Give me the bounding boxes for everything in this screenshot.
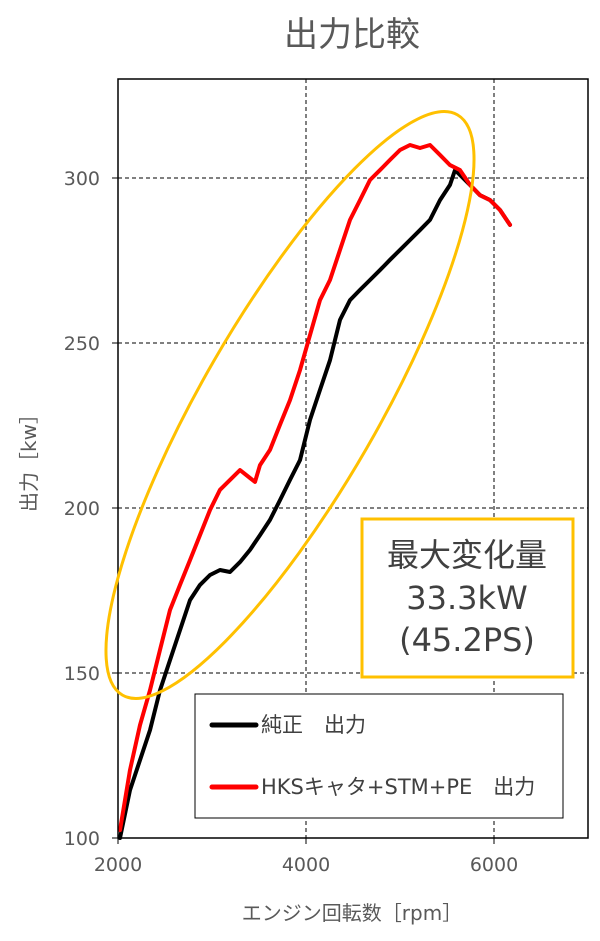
- series-lines: [118, 143, 512, 840]
- series-line-hks: [118, 143, 512, 833]
- legend-label-hks: HKSキャタ+STM+PE 出力: [261, 775, 535, 799]
- x-axis-label: エンジン回転数［rpm］: [242, 901, 462, 925]
- x-tick-labels: 2000 4000 6000: [94, 854, 518, 876]
- y-tick-label: 250: [64, 333, 100, 355]
- plot-frame: [117, 78, 589, 839]
- legend-label-stock: 純正 出力: [261, 713, 366, 737]
- y-tick-label: 100: [64, 828, 100, 850]
- annotation-box: 最大変化量 33.3kW (45.2PS): [360, 517, 575, 679]
- highlight-ellipse: [104, 110, 476, 700]
- y-tick-label: 300: [64, 168, 100, 190]
- annotation-line-3: (45.2PS): [399, 621, 535, 659]
- y-tick-labels: 100 150 200 250 300: [64, 168, 100, 850]
- y-tick-label: 200: [64, 498, 100, 520]
- y-tick-label: 150: [64, 663, 100, 685]
- series-line-stock: [118, 168, 512, 840]
- y-axis-label: 出力［kw］: [17, 404, 41, 512]
- annotation-line-2: 33.3kW: [406, 579, 527, 617]
- annotation-line-1: 最大変化量: [387, 536, 547, 574]
- x-tick-label: 6000: [470, 854, 518, 876]
- legend: 純正 出力 HKSキャタ+STM+PE 出力: [194, 693, 564, 819]
- chart-title: 出力比較: [284, 15, 420, 55]
- x-tick-label: 4000: [282, 854, 330, 876]
- x-tick-label: 2000: [94, 854, 142, 876]
